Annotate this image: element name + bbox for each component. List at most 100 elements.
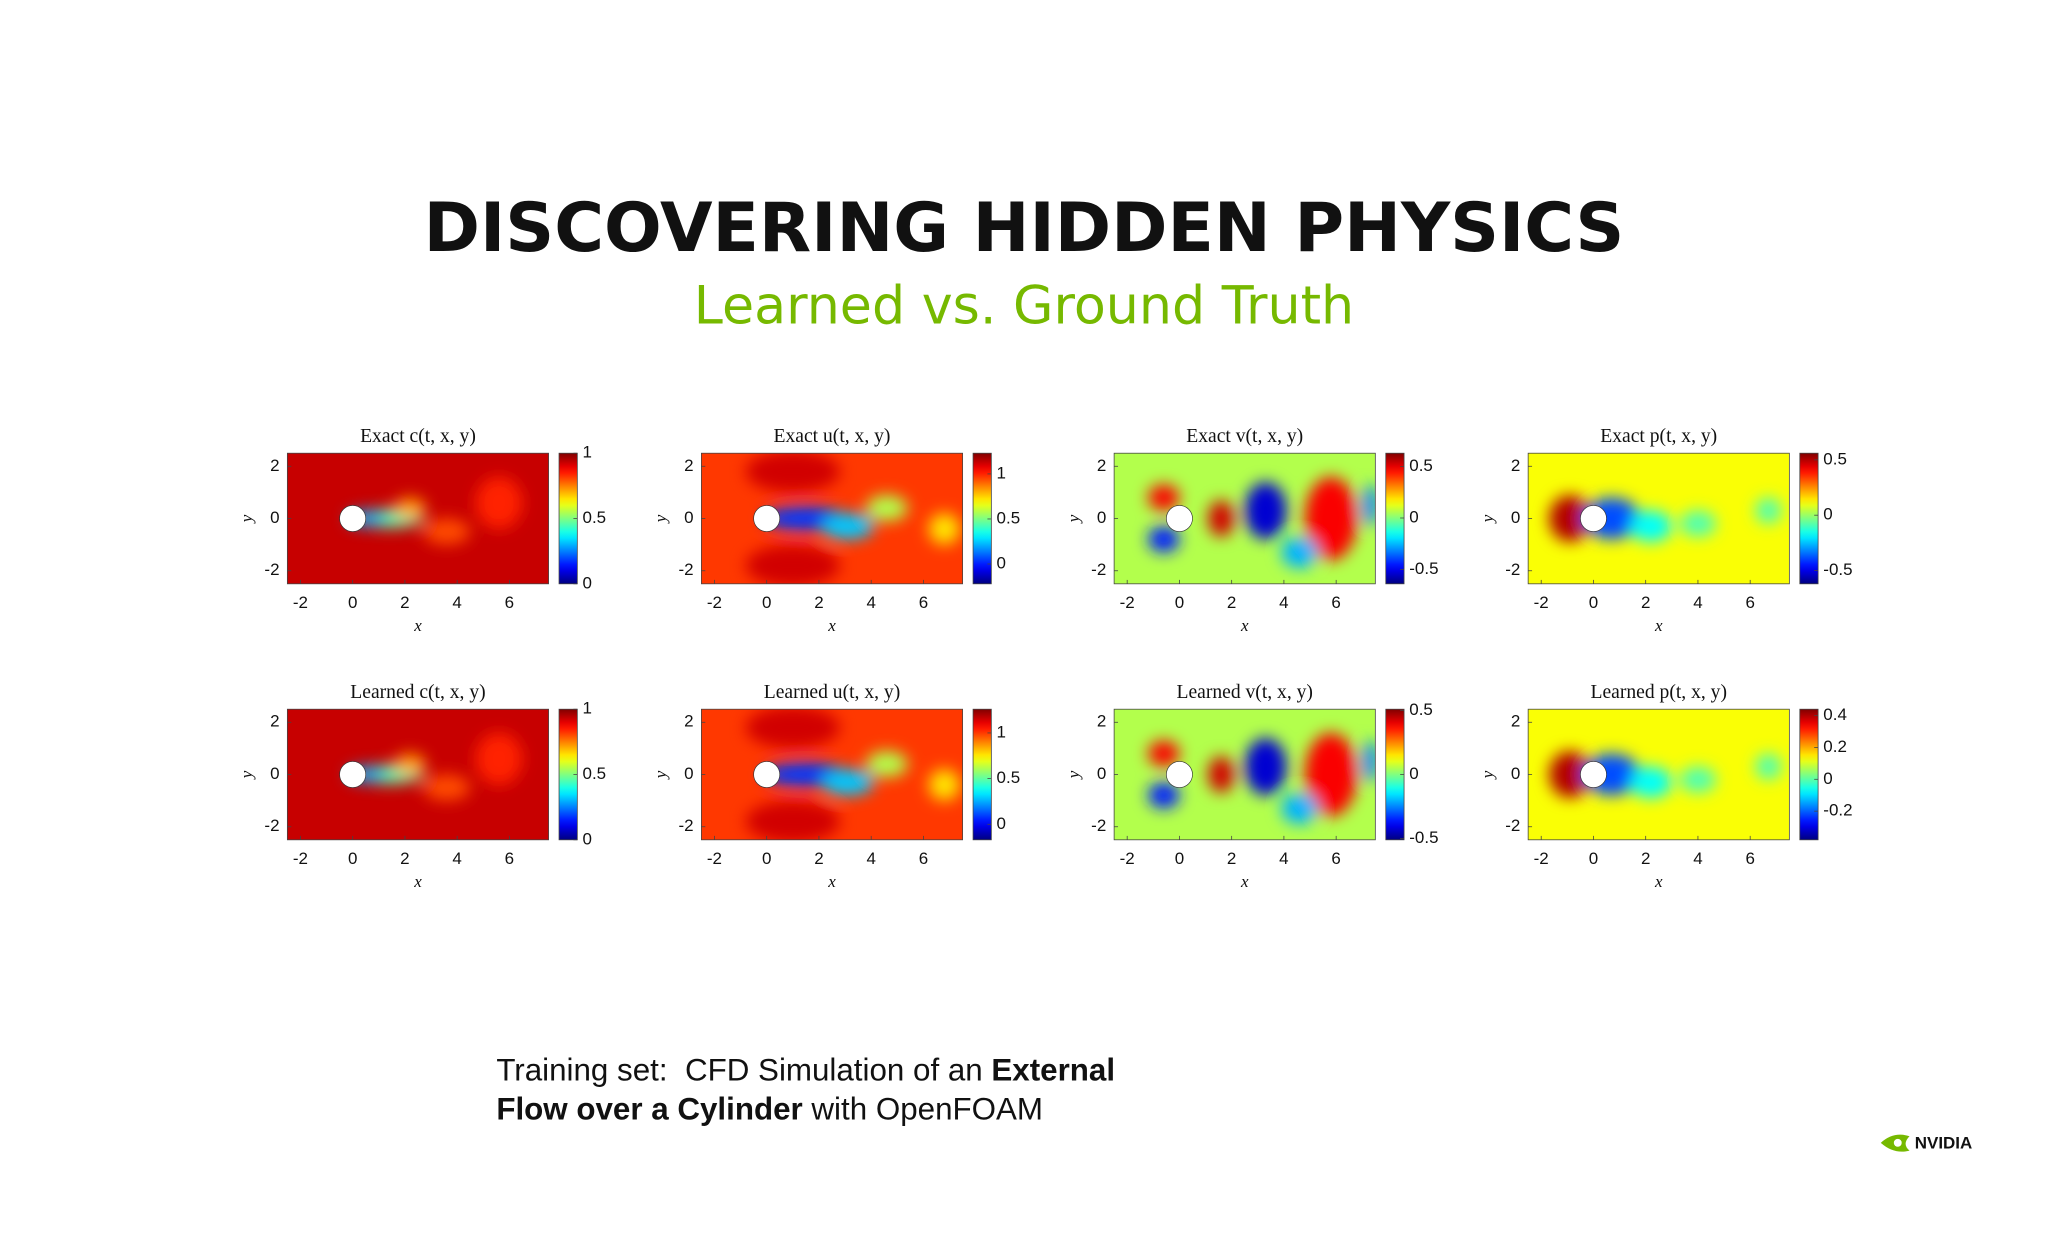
field-blob <box>1630 510 1672 543</box>
y-tick-label: -2 <box>1505 560 1520 579</box>
y-tick-label: 2 <box>684 712 693 731</box>
cylinder <box>753 505 781 532</box>
x-tick-label: 0 <box>1175 849 1184 868</box>
x-tick-label: 6 <box>1331 593 1340 612</box>
y-tick-label: 2 <box>270 712 279 731</box>
y-axis-label: y <box>1478 770 1497 780</box>
x-axis-label: x <box>827 872 836 891</box>
caption-line: Training set: CFD Simulation of an Exter… <box>496 1053 1115 1088</box>
field-blobs <box>745 453 961 584</box>
x-axis-label: x <box>827 616 836 635</box>
x-tick-label: -2 <box>1534 849 1549 868</box>
cylinder <box>1166 505 1193 532</box>
x-tick-label: 0 <box>348 593 357 612</box>
caption-text: with OpenFOAM <box>803 1092 1043 1127</box>
y-axis-label: y <box>1064 770 1083 780</box>
cylinder <box>339 505 367 532</box>
x-tick-label: 6 <box>1745 849 1754 868</box>
x-tick-label: -2 <box>707 849 722 868</box>
field <box>1528 709 1790 840</box>
colorbar-tick-label: 0 <box>997 553 1006 572</box>
field-blobs <box>1148 476 1376 569</box>
field <box>287 453 549 584</box>
y-tick-label: -2 <box>264 816 279 835</box>
y-tick-label: -2 <box>1091 816 1106 835</box>
panel-title: Exact c(t, x, y) <box>360 426 476 447</box>
x-tick-label: 2 <box>814 849 823 868</box>
x-axis-label: x <box>1654 616 1663 635</box>
x-tick-label: 2 <box>1227 849 1236 868</box>
field-blob <box>745 453 840 493</box>
field-blob <box>1549 495 1591 543</box>
y-axis-label: y <box>1064 514 1083 524</box>
colorbar-tick-label: 0.2 <box>1823 737 1847 756</box>
field-blob <box>745 709 840 749</box>
colorbar-tick-label: 0 <box>1823 505 1832 524</box>
panel-title: Exact v(t, x, y) <box>1186 426 1303 447</box>
panel-title: Exact p(t, x, y) <box>1600 426 1717 447</box>
y-tick-label: 0 <box>1511 764 1520 783</box>
field-blob <box>821 513 874 540</box>
field <box>1528 453 1790 584</box>
field-blob <box>745 800 840 840</box>
x-tick-label: 4 <box>452 593 461 612</box>
field-blob <box>1148 484 1180 511</box>
colorbar-tick-label: 0 <box>583 829 592 848</box>
field <box>1114 453 1376 584</box>
field-blob <box>1630 766 1672 799</box>
y-axis-label: y <box>237 770 256 780</box>
x-tick-label: -2 <box>1534 593 1549 612</box>
caption-bold: External <box>991 1053 1115 1088</box>
panel-title: Learned u(t, x, y) <box>764 682 900 703</box>
y-axis-label: y <box>651 514 670 524</box>
x-tick-label: -2 <box>293 849 308 868</box>
x-axis-label: x <box>413 872 422 891</box>
x-tick-label: 0 <box>1175 593 1184 612</box>
field-blob <box>1362 740 1376 783</box>
colorbar-tick-label: 0 <box>1409 507 1418 526</box>
field-blob <box>865 750 908 778</box>
x-tick-label: -2 <box>1120 849 1135 868</box>
x-tick-label: 6 <box>919 849 928 868</box>
panel-title: Learned c(t, x, y) <box>350 682 485 703</box>
field-blob <box>1281 792 1318 825</box>
caption-bold: Flow over a Cylinder <box>496 1092 802 1127</box>
y-tick-label: 0 <box>1097 764 1106 783</box>
field-blob <box>928 513 961 545</box>
colorbar-tick-label: 0.5 <box>583 764 607 783</box>
y-tick-label: 0 <box>684 764 693 783</box>
x-tick-label: 0 <box>348 849 357 868</box>
y-tick-label: -2 <box>678 816 693 835</box>
field-blob <box>1244 481 1287 540</box>
y-tick-label: -2 <box>1091 560 1106 579</box>
x-tick-label: 6 <box>919 593 928 612</box>
cylinder <box>339 761 367 788</box>
field-blobs <box>1148 732 1376 825</box>
x-tick-label: 4 <box>1279 849 1288 868</box>
field-blob <box>1148 782 1180 809</box>
cylinder <box>1580 505 1607 532</box>
field-blob <box>1148 526 1180 553</box>
x-tick-label: 4 <box>866 849 875 868</box>
y-tick-label: -2 <box>1505 816 1520 835</box>
y-tick-label: 2 <box>1511 712 1520 731</box>
x-axis-label: x <box>1240 872 1249 891</box>
x-tick-label: 2 <box>814 593 823 612</box>
field-blob <box>1304 476 1358 561</box>
field-blob <box>1208 756 1235 793</box>
panel-title: Learned p(t, x, y) <box>1591 682 1727 703</box>
panel: Learned p(t, x, y)-2 0 2 4 6-202xy-0.200.20.… <box>1478 682 1853 891</box>
field-blobs <box>347 732 523 801</box>
x-tick-label: 0 <box>762 849 771 868</box>
colorbar-tick-label: -0.5 <box>1409 559 1438 578</box>
caption-text: Training set: CFD Simulation of an <box>496 1053 991 1088</box>
field-blob <box>928 769 961 801</box>
x-tick-label: -2 <box>293 593 308 612</box>
y-tick-label: 2 <box>684 456 693 475</box>
field-blob <box>1755 497 1782 524</box>
y-tick-label: -2 <box>264 560 279 579</box>
